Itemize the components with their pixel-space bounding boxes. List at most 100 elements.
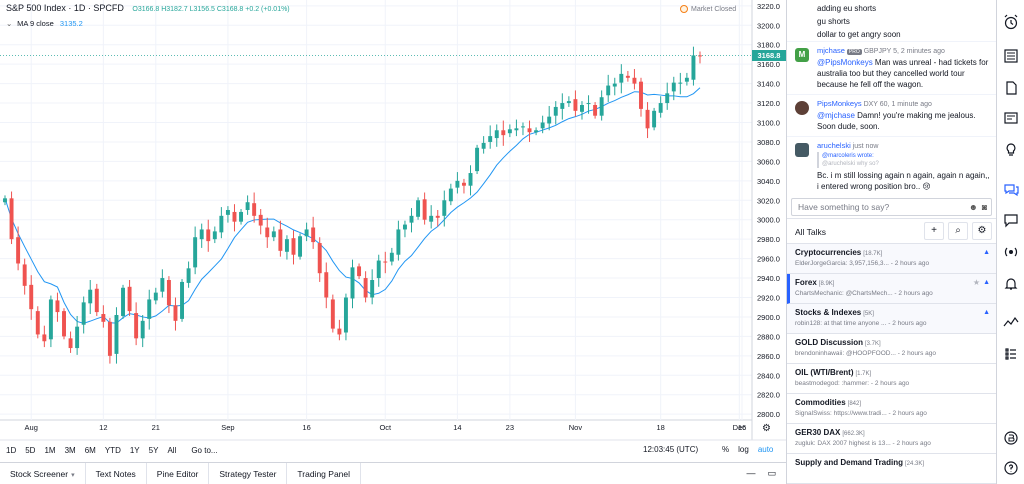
room-item[interactable]: Commodities [842] SignalSwiss: https://ww… — [787, 394, 996, 424]
chevron-down-icon[interactable]: ▾ — [71, 471, 75, 479]
gift-icon[interactable] — [1003, 430, 1019, 446]
x-tick-label: 12 — [99, 423, 107, 432]
message-line: gu shorts — [817, 17, 850, 26]
message-text: Bc. i m still lossing again n again, aga… — [817, 171, 990, 191]
ohlc-values: O3166.8 H3182.7 L3156.5 C3168.8 +0.2 (+0… — [132, 6, 290, 13]
candle-body — [265, 227, 270, 238]
maximize-icon[interactable]: ▭ — [767, 468, 776, 478]
gear-icon[interactable]: ⚙ — [762, 423, 771, 434]
alarm-clock-icon[interactable] — [1003, 14, 1019, 30]
tab-text-notes[interactable]: Text Notes — [86, 462, 147, 484]
y-tick-label: 2980.0 — [757, 235, 780, 244]
candle-body — [186, 268, 191, 283]
message-meta[interactable]: GBPJPY 5, 2 minutes ago — [863, 48, 945, 55]
camera-icon[interactable]: ◙ — [981, 202, 987, 212]
candle-body — [153, 292, 158, 301]
candle-body — [357, 266, 362, 277]
bell-icon[interactable]: ▲ — [983, 309, 990, 316]
star-icon[interactable]: ★ — [972, 278, 980, 287]
timeframe-ytd[interactable]: YTD — [104, 445, 121, 455]
room-item[interactable]: Cryptocurrencies [18.7K] ElderJorgeGarcia… — [787, 244, 996, 274]
room-item[interactable]: Stocks & Indexes [5K] robin128: at that t… — [787, 304, 996, 334]
mention-link[interactable]: @mjchase — [817, 111, 855, 120]
message-username[interactable]: mjchase — [817, 46, 845, 55]
candlestick-chart[interactable]: 2800.0 2820.0 2840.0 2860.0 2880.0 2900.0 2920… — [0, 0, 786, 462]
mention-link[interactable]: @PipsMonkeys — [817, 58, 873, 67]
message-meta[interactable]: DXY 60, 1 minute ago — [863, 101, 932, 108]
hotlist-icon[interactable] — [1003, 314, 1019, 330]
auto-scale-toggle[interactable]: auto — [757, 445, 774, 454]
ma-label[interactable]: MA 9 close — [17, 19, 54, 28]
tab-label: Text Notes — [95, 468, 136, 479]
market-status: Market Closed — [680, 5, 736, 13]
candle-body — [494, 130, 499, 139]
candle-body — [376, 260, 381, 279]
y-tick-label: 2860.0 — [757, 352, 780, 361]
log-scale-toggle[interactable]: log — [738, 445, 749, 454]
timeframe-3m[interactable]: 3M — [64, 445, 76, 455]
message-line: dollar to get angry soon — [817, 30, 901, 39]
room-item[interactable]: OIL (WTI/Brent) [1.7K] beastmodegod: :ham… — [787, 364, 996, 394]
tab-strategy-tester[interactable]: Strategy Tester — [209, 462, 288, 484]
gear-icon[interactable]: ⚙ — [972, 222, 992, 240]
notifications-icon[interactable] — [1003, 276, 1019, 292]
ideas-lightbulb-icon[interactable] — [1003, 142, 1019, 158]
chat-input[interactable]: Have something to say? ☻ ◙ — [791, 198, 992, 216]
timeframe-list: 1D 5D 1M 3M 6M YTD 1Y 5Y All — [6, 446, 185, 455]
candle-body — [625, 75, 630, 78]
percent-scale-toggle[interactable]: % — [722, 445, 730, 454]
goto-date-button[interactable]: Go to... — [191, 445, 218, 455]
candle-body — [219, 215, 224, 233]
room-last-message: zugluk: DAX 2007 highest is 13... - 2 ho… — [795, 440, 931, 447]
room-item[interactable]: Supply and Demand Trading [24.3K] — [787, 454, 996, 484]
candle-body — [521, 126, 525, 128]
emoji-icon[interactable]: ☻ — [968, 202, 978, 212]
add-room-button[interactable]: + — [924, 222, 944, 240]
room-item[interactable]: Forex [8.9K] ChartsMechanic: @ChartsMech.… — [787, 274, 996, 304]
y-tick-label: 2840.0 — [757, 371, 780, 380]
room-name: GER30 DAX — [795, 428, 841, 437]
tab-stock-screener[interactable]: Stock Screener ▾ — [0, 462, 86, 484]
message-username[interactable]: aruchelski — [817, 141, 851, 150]
private-chat-icon[interactable] — [1003, 212, 1019, 228]
bell-icon[interactable]: ▲ — [983, 249, 990, 256]
room-item[interactable]: GER30 DAX [662.3K] zugluk: DAX 2007 highe… — [787, 424, 996, 454]
avatar[interactable] — [795, 143, 809, 157]
minimize-icon[interactable]: — — [746, 468, 756, 478]
avatar[interactable]: M — [795, 48, 809, 62]
previous-message: adding eu shorts gu shorts dollar to get… — [787, 0, 996, 41]
candle-body — [311, 227, 316, 243]
candle-body — [461, 182, 466, 186]
timeframe-5d[interactable]: 5D — [25, 445, 36, 455]
symbol-title[interactable]: S&P 500 Index · 1D · SPCFD — [6, 3, 124, 13]
candle-body — [284, 239, 289, 252]
timeframe-6m[interactable]: 6M — [84, 445, 96, 455]
timeframe-1y[interactable]: 1Y — [129, 445, 140, 455]
tab-pine-editor[interactable]: Pine Editor — [147, 462, 210, 484]
timeframe-1m[interactable]: 1M — [44, 445, 56, 455]
timeframe-1d[interactable]: 1D — [6, 445, 17, 455]
avatar[interactable] — [795, 101, 809, 115]
news-icon[interactable] — [1003, 110, 1019, 126]
tab-trading-panel[interactable]: Trading Panel — [287, 462, 362, 484]
chat-icon[interactable] — [1003, 182, 1019, 198]
stream-icon[interactable] — [1003, 244, 1019, 260]
dom-icon[interactable] — [1003, 346, 1019, 362]
timeframe-5y[interactable]: 5Y — [148, 445, 159, 455]
search-icon[interactable]: ⌕ — [948, 222, 968, 240]
calendar-icon[interactable] — [1003, 80, 1019, 96]
bell-icon[interactable]: ▲ — [983, 279, 990, 286]
quote-author[interactable]: @marcoleris wrote: — [822, 153, 874, 159]
room-item[interactable]: GOLD Discussion [3.7K] brendoninhawaii: @… — [787, 334, 996, 364]
y-tick-label: 3200.0 — [757, 21, 780, 30]
candle-body — [645, 109, 650, 129]
watchlist-icon[interactable] — [1003, 48, 1019, 64]
timeframe-all[interactable]: All — [167, 445, 177, 455]
help-icon[interactable] — [1003, 460, 1019, 476]
bottom-toolbar: 1D 5D 1M 3M 6M YTD 1Y 5Y All Go to... 12:03:45 (… — [0, 440, 786, 460]
clock-readout[interactable]: 12:03:45 (UTC) — [643, 445, 699, 454]
message-username[interactable]: PipsMonkeys — [817, 99, 862, 108]
chevron-down-icon[interactable]: ⌄ — [6, 19, 13, 28]
ma-value: 3135.2 — [59, 19, 83, 28]
chart-area[interactable]: 2800.0 2820.0 2840.0 2860.0 2880.0 2900.0 2920… — [0, 0, 786, 462]
